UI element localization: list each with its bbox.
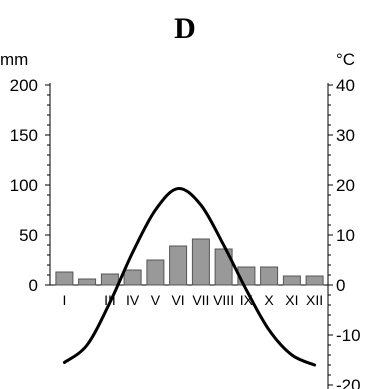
month-label: VII bbox=[192, 292, 209, 308]
left-axis-tick-label: 50 bbox=[19, 226, 38, 245]
precip-bar bbox=[146, 259, 165, 286]
chart-title: D bbox=[174, 12, 196, 45]
month-label: IV bbox=[126, 292, 140, 308]
month-label: XI bbox=[285, 292, 298, 308]
precip-bar bbox=[169, 245, 188, 286]
right-axis-tick-label: 40 bbox=[336, 76, 355, 95]
precip-bar bbox=[214, 248, 233, 286]
precip-bar bbox=[305, 275, 324, 286]
left-axis: 0 50 100 150 200 bbox=[10, 76, 51, 295]
month-label: V bbox=[151, 292, 161, 308]
precip-bar bbox=[78, 278, 97, 286]
precip-bar bbox=[191, 238, 210, 286]
left-axis-tick-label: 0 bbox=[29, 276, 38, 295]
left-axis-tick-label: 200 bbox=[10, 76, 38, 95]
right-axis-tick-label: 30 bbox=[336, 126, 355, 145]
precip-bar bbox=[282, 275, 301, 286]
right-axis-unit: °C bbox=[336, 50, 355, 69]
month-label: XII bbox=[306, 292, 323, 308]
precip-bar bbox=[100, 273, 119, 286]
month-label: VI bbox=[171, 292, 184, 308]
precip-bar bbox=[55, 271, 74, 286]
month-labels: I III IV V VI VII VIII IX X XI XII bbox=[62, 292, 323, 308]
temperature-line-group bbox=[62, 186, 317, 367]
left-axis-tick-label: 150 bbox=[10, 126, 38, 145]
left-axis-tick-label: 100 bbox=[10, 176, 38, 195]
month-label: X bbox=[264, 292, 274, 308]
right-axis-tick-label: -20 bbox=[336, 376, 361, 389]
right-axis-tick-label: 10 bbox=[336, 226, 355, 245]
right-axis-tick-label: 20 bbox=[336, 176, 355, 195]
right-axis-tick-label: -10 bbox=[336, 326, 361, 345]
left-axis-unit: mm bbox=[0, 50, 28, 69]
right-axis: -20 -10 0 10 20 30 40 bbox=[50, 76, 361, 389]
month-label: I bbox=[62, 292, 66, 308]
right-axis-tick-label: 0 bbox=[336, 276, 345, 295]
precipitation-bars bbox=[55, 238, 324, 286]
month-label: VIII bbox=[213, 292, 234, 308]
precip-bar bbox=[260, 266, 279, 286]
temperature-line bbox=[62, 186, 317, 367]
precip-bar bbox=[123, 269, 142, 286]
